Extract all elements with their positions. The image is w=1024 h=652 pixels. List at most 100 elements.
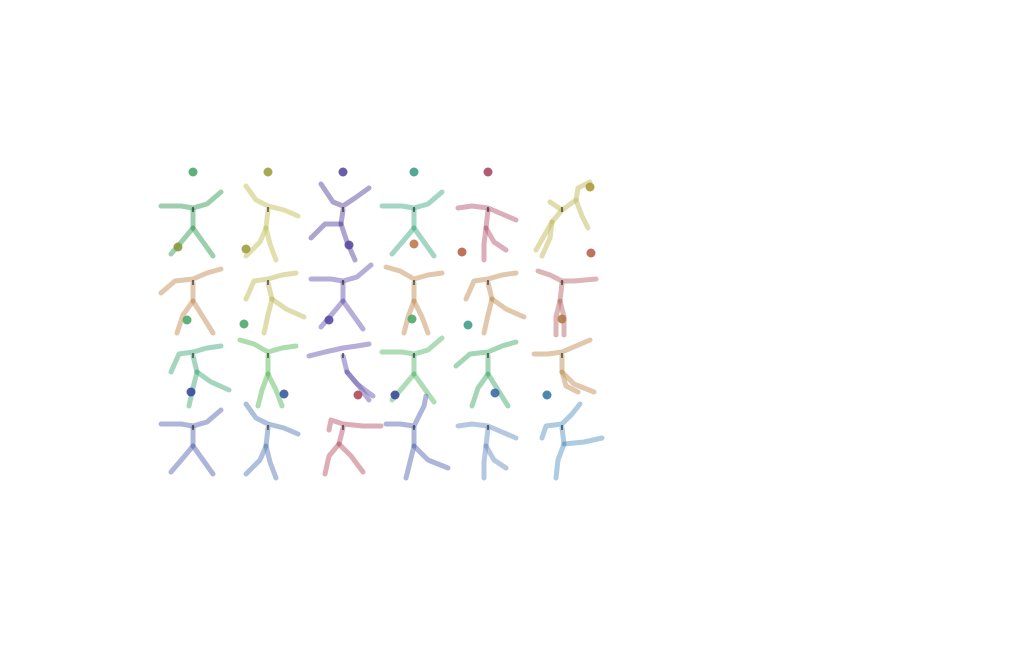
figure-neck-marker	[192, 207, 194, 212]
head-dot	[409, 167, 419, 177]
figure-limb	[158, 189, 224, 211]
figure-limb	[243, 270, 299, 302]
figure-neck-marker	[342, 353, 344, 358]
ball-dot	[409, 239, 419, 249]
figure-limb	[263, 207, 271, 231]
figure-limb	[336, 441, 366, 475]
ball-dot	[457, 247, 467, 257]
figure-limb	[485, 280, 495, 302]
figure-limb	[190, 353, 200, 375]
figure-neck-marker	[413, 353, 415, 358]
figure-limb	[158, 407, 224, 429]
stick-figure	[379, 335, 445, 405]
figure-neck-marker	[413, 280, 415, 285]
stick-figure	[379, 167, 445, 259]
stick-figure	[383, 264, 445, 336]
stick-figure	[383, 393, 451, 481]
figure-neck-marker	[267, 207, 269, 212]
stick-figure	[539, 401, 605, 481]
ball-dot	[173, 242, 183, 252]
stick-figure	[455, 167, 519, 263]
figure-limb	[539, 219, 555, 259]
figure-limb	[389, 225, 417, 257]
head-dot	[263, 167, 273, 177]
figure-limb	[190, 225, 216, 259]
figure-neck-marker	[342, 280, 344, 285]
ball-dot	[186, 387, 196, 397]
figure-neck-marker	[192, 353, 194, 358]
figure-limb	[261, 296, 275, 336]
figure-limb	[322, 441, 342, 477]
stick-figure	[237, 337, 299, 409]
stick-figure	[168, 343, 232, 409]
figure-limb	[481, 225, 489, 263]
figure-limb	[557, 280, 565, 304]
figure-limb	[549, 207, 565, 225]
ball-dot	[324, 315, 334, 325]
figure-neck-marker	[487, 353, 489, 358]
stick-figure	[535, 268, 599, 338]
figure-neck-marker	[267, 425, 269, 430]
stick-figure	[531, 337, 597, 400]
figure-limb	[174, 298, 196, 336]
figure-neck-marker	[487, 280, 489, 285]
figure-neck-marker	[267, 353, 269, 358]
figure-limb	[453, 339, 519, 369]
stick-figure	[322, 417, 384, 477]
figure-limb	[463, 270, 519, 302]
figure-limb	[263, 225, 279, 263]
figure-limb	[237, 337, 299, 355]
ball-dot	[557, 314, 567, 324]
figure-limb	[318, 181, 372, 209]
stick-figure	[308, 262, 374, 332]
figure-neck-marker	[192, 425, 194, 430]
stick-figure	[463, 270, 527, 336]
ball-dot	[490, 388, 500, 398]
figure-limb	[561, 435, 605, 447]
figure-limb	[336, 425, 346, 447]
figure-limb	[379, 335, 445, 357]
ball-dot	[586, 248, 596, 258]
figure-limb	[483, 207, 491, 231]
figure-neck-marker	[267, 280, 269, 285]
figure-neck-marker	[561, 353, 563, 358]
figure-neck-marker	[561, 280, 563, 285]
figure-limb	[340, 353, 350, 375]
figure-limb	[553, 298, 563, 338]
ball-dot	[241, 244, 251, 254]
stick-figure	[239, 270, 307, 336]
figure-neck-marker	[561, 425, 563, 430]
ball-dot	[463, 320, 473, 330]
ball-dot	[542, 390, 552, 400]
stick-figure	[241, 167, 301, 263]
stick-figure	[308, 167, 372, 263]
head-dot	[188, 167, 198, 177]
figure-limb	[559, 369, 597, 395]
figure-limb	[308, 221, 344, 241]
figure-neck-marker	[487, 425, 489, 430]
figure-limb	[190, 443, 216, 477]
figure-limb	[547, 179, 593, 213]
figure-limb	[411, 298, 431, 336]
head-dot	[483, 167, 493, 177]
ball-dot	[239, 319, 249, 329]
figure-limb	[344, 369, 372, 403]
figure-limb	[308, 262, 374, 284]
figure-limb	[168, 443, 196, 475]
stick-figure	[306, 341, 376, 403]
figure-limb	[383, 264, 445, 282]
figure-limb	[306, 341, 372, 359]
figure-limb	[535, 268, 599, 284]
ball-dot	[407, 314, 417, 324]
figure-limb	[318, 298, 346, 330]
figure-limb	[340, 298, 366, 332]
stick-figure	[453, 339, 519, 409]
figure-neck-marker	[342, 425, 344, 430]
stick-figure	[158, 266, 224, 336]
figure-limb	[411, 225, 437, 259]
stick-figure	[243, 401, 301, 481]
figure-limb	[243, 225, 269, 259]
figure-limb	[411, 371, 437, 405]
